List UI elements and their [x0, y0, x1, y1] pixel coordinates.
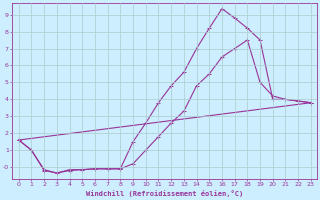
X-axis label: Windchill (Refroidissement éolien,°C): Windchill (Refroidissement éolien,°C): [86, 190, 244, 197]
